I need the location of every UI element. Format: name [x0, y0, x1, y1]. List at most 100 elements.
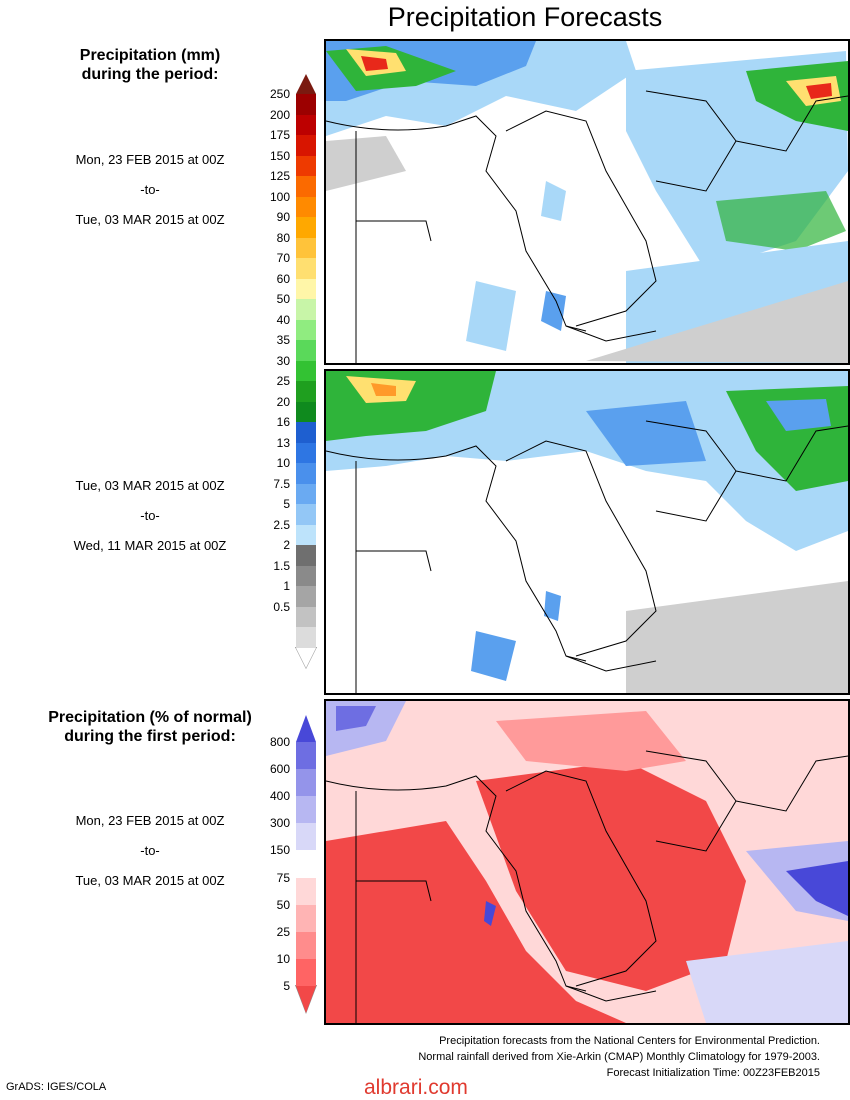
- precip-pct-tick-label: 400: [269, 789, 290, 804]
- precip-mm-tick-label: 70: [276, 251, 290, 266]
- precip-pct-swatch: [296, 769, 316, 797]
- precip-mm-tick-label: 60: [276, 271, 290, 286]
- precip-pct-tick-label: 150: [269, 843, 290, 858]
- precip-mm-swatch: [296, 545, 316, 567]
- precip-mm-swatch: [296, 401, 316, 423]
- precip-mm-tick-label: 175: [269, 128, 290, 143]
- precip-mm-tick-label: 100: [269, 189, 290, 204]
- precip-mm-tick-label: 40: [276, 312, 290, 327]
- credit-line-1: Precipitation forecasts from the Nationa…: [439, 1035, 820, 1047]
- legend-pct-heading-line1: Precipitation (% of normal): [48, 709, 252, 726]
- watermark: albrari.com: [364, 1076, 468, 1099]
- precip-pct-swatch: [296, 715, 316, 742]
- precip-mm-tick-label: 7.5: [273, 476, 290, 491]
- period3-sep: -to-: [140, 843, 160, 858]
- precip-pct-tick-label: 800: [269, 735, 290, 750]
- precip-pct-swatch: [296, 985, 316, 1013]
- precip-mm-tick-label: 0.5: [273, 599, 290, 614]
- precip-pct-swatch: [296, 931, 316, 960]
- credit-line-2: Normal rainfall derived from Xie-Arkin (…: [418, 1051, 820, 1063]
- precip-mm-swatch: [296, 524, 316, 546]
- precip-mm-tick-label: 50: [276, 292, 290, 307]
- precip-mm-swatch: [296, 381, 316, 403]
- precip-mm-tick-label: 250: [269, 87, 290, 102]
- precip-mm-tick-label: 30: [276, 353, 290, 368]
- credit-line-3: Forecast Initialization Time: 00Z23FEB20…: [606, 1067, 820, 1079]
- precip-pct-swatch: [296, 823, 316, 851]
- period2-sep: -to-: [140, 508, 160, 523]
- precip-mm-tick-label: 5: [283, 497, 290, 512]
- precip-mm-swatch: [296, 442, 316, 464]
- legend-mm-heading-line2: during the period:: [81, 66, 219, 83]
- precip-mm-swatch: [296, 565, 316, 587]
- precip-pct-tick-label: 5: [283, 978, 290, 993]
- precip-pct-tick-label: 10: [276, 951, 290, 966]
- precip-pct-swatch: [296, 904, 316, 933]
- precip-mm-tick-label: 35: [276, 333, 290, 348]
- precip-mm-swatch: [296, 586, 316, 608]
- page-title: Precipitation Forecasts: [387, 2, 663, 32]
- precip-pct-tick-label: 600: [269, 762, 290, 777]
- precip-mm-swatch: [296, 237, 316, 259]
- legend-pct-heading: Precipitation (% of normal) during the f…: [20, 708, 280, 746]
- precip-pct-tick-label: 25: [276, 924, 290, 939]
- precip-mm-swatch: [296, 196, 316, 218]
- precip-mm-tick-label: 25: [276, 374, 290, 389]
- precip-mm-swatch: [296, 319, 316, 341]
- precip-mm-swatch: [296, 483, 316, 505]
- precip-mm-tick-label: 13: [276, 435, 290, 450]
- precip-mm-tick-label: 1: [283, 579, 290, 594]
- precip-mm-tick-label: 1.5: [273, 558, 290, 573]
- precip-mm-swatch: [296, 135, 316, 157]
- precip-mm-tick-label: 200: [269, 107, 290, 122]
- precip-mm-swatch: [296, 114, 316, 136]
- grads-credit: GrADS: IGES/COLA: [6, 1081, 107, 1093]
- legend-mm-heading: Precipitation (mm) during the period:: [20, 46, 280, 84]
- precip-mm-tick-label: 2: [283, 538, 290, 553]
- period3-end: Tue, 03 MAR 2015 at 00Z: [75, 873, 225, 888]
- precip-mm-swatch: [296, 278, 316, 300]
- legend-pct-heading-line2: during the first period:: [64, 728, 236, 745]
- precip-mm-swatch: [296, 340, 316, 362]
- forecast-map-period2: [324, 369, 850, 695]
- precip-pct-swatch: [296, 850, 316, 879]
- precip-mm-swatch: [296, 504, 316, 526]
- precip-mm-tick-label: 150: [269, 148, 290, 163]
- period1-end: Tue, 03 MAR 2015 at 00Z: [75, 212, 225, 227]
- precip-pct-colorbar: [295, 715, 317, 1014]
- precip-mm-tick-label: 90: [276, 210, 290, 225]
- precip-pct-tick-label: 75: [276, 870, 290, 885]
- legend-mm-heading-line1: Precipitation (mm): [79, 47, 221, 64]
- precip-mm-swatch: [296, 299, 316, 321]
- precip-pct-swatch: [296, 796, 316, 824]
- precip-pct-swatch: [296, 877, 316, 906]
- precip-pct-swatch: [296, 742, 316, 770]
- precip-mm-tick-label: 125: [269, 169, 290, 184]
- precip-mm-tick-label: 16: [276, 415, 290, 430]
- forecast-map-period1: [324, 39, 850, 365]
- precip-mm-swatch: [296, 360, 316, 382]
- precip-mm-tick-label: 20: [276, 394, 290, 409]
- precip-mm-swatch: [296, 422, 316, 444]
- precip-mm-swatch: [296, 74, 316, 94]
- period1-sep: -to-: [140, 182, 160, 197]
- period3-start: Mon, 23 FEB 2015 at 00Z: [75, 813, 225, 828]
- precip-pct-tick-label: 300: [269, 816, 290, 831]
- precip-pct-swatch: [296, 958, 316, 987]
- precip-mm-swatch: [296, 155, 316, 177]
- period2-start: Tue, 03 MAR 2015 at 00Z: [75, 478, 225, 493]
- percent-of-normal-map: [324, 699, 850, 1025]
- period1-start: Mon, 23 FEB 2015 at 00Z: [75, 152, 225, 167]
- precip-pct-tick-label: 50: [276, 897, 290, 912]
- period2-end: Wed, 11 MAR 2015 at 00Z: [73, 538, 227, 553]
- precip-mm-swatch: [296, 176, 316, 198]
- precip-mm-swatch: [296, 258, 316, 280]
- precip-mm-colorbar: [295, 74, 317, 669]
- precip-mm-swatch: [296, 606, 316, 628]
- precip-mm-swatch: [296, 647, 316, 668]
- precip-mm-swatch: [296, 94, 316, 116]
- precip-mm-swatch: [296, 627, 316, 648]
- precip-mm-swatch: [296, 463, 316, 485]
- precip-mm-tick-label: 80: [276, 230, 290, 245]
- precip-mm-swatch: [296, 217, 316, 239]
